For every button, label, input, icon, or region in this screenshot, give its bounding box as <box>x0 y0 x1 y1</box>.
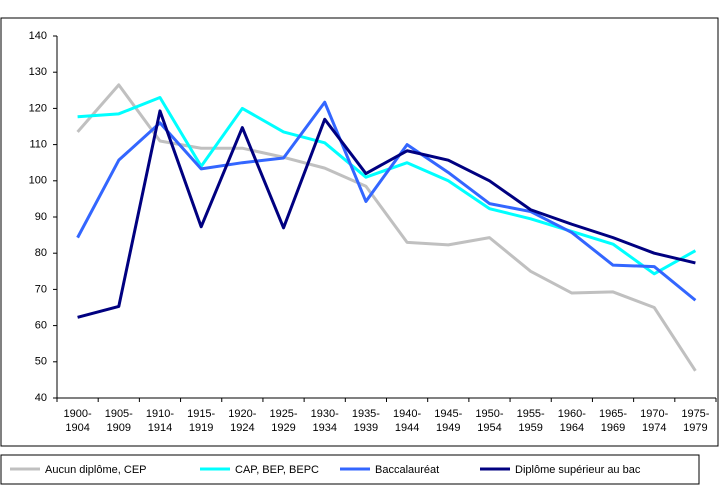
y-tick-label: 120 <box>29 102 47 114</box>
y-tick-label: 50 <box>35 356 47 368</box>
x-tick-label: 1905- <box>105 408 133 420</box>
x-tick-label: 1949 <box>436 422 460 434</box>
x-tick-label: 1909 <box>107 422 131 434</box>
x-tick-label: 1965- <box>599 408 627 420</box>
x-tick-label: 1934 <box>312 422 336 434</box>
x-tick-label: 1970- <box>640 408 668 420</box>
legend-label: Baccalauréat <box>375 464 439 476</box>
y-tick-label: 110 <box>29 139 47 151</box>
x-tick-label: 1919 <box>189 422 213 434</box>
x-tick-label: 1974 <box>642 422 666 434</box>
x-tick-label: 1930- <box>311 408 339 420</box>
series-line <box>77 109 696 319</box>
x-tick-label: 1939 <box>354 422 378 434</box>
x-tick-label: 1940- <box>393 408 421 420</box>
x-tick-label: 1920- <box>228 408 256 420</box>
series-line <box>76 100 697 302</box>
legend-label: Aucun diplôme, CEP <box>45 464 147 476</box>
x-tick-label: 1944 <box>395 422 419 434</box>
legend-label: Diplôme supérieur au bac <box>515 464 641 476</box>
y-tick-label: 130 <box>29 66 47 78</box>
y-tick-label: 100 <box>29 175 47 187</box>
x-tick-label: 1929 <box>271 422 295 434</box>
x-tick-label: 1950- <box>475 408 503 420</box>
x-tick-label: 1914 <box>148 422 172 434</box>
x-tick-label: 1960- <box>558 408 586 420</box>
series-line <box>77 96 697 276</box>
x-tick-label: 1925- <box>269 408 297 420</box>
x-tick-label: 1975- <box>681 408 709 420</box>
x-tick-label: 1935- <box>352 408 380 420</box>
x-tick-label: 1959 <box>518 422 542 434</box>
y-tick-label: 90 <box>35 211 47 223</box>
y-tick-label: 70 <box>35 283 47 295</box>
y-tick-label: 40 <box>35 392 47 404</box>
x-tick-label: 1955- <box>517 408 545 420</box>
x-tick-label: 1924 <box>230 422 254 434</box>
y-tick-label: 80 <box>35 247 47 259</box>
x-tick-label: 1910- <box>146 408 174 420</box>
x-tick-label: 1915- <box>187 408 215 420</box>
x-tick-label: 1964 <box>560 422 584 434</box>
x-tick-label: 1904 <box>65 422 89 434</box>
x-tick-label: 1979 <box>683 422 707 434</box>
x-tick-label: 1945- <box>434 408 462 420</box>
x-tick-label: 1954 <box>477 422 501 434</box>
legend-label: CAP, BEP, BEPC <box>235 464 319 476</box>
chart-border <box>0 17 719 447</box>
x-tick-label: 1900- <box>64 408 92 420</box>
series-line <box>76 83 697 372</box>
y-tick-label: 60 <box>35 320 47 332</box>
y-tick-label: 140 <box>29 30 47 42</box>
x-tick-label: 1969 <box>601 422 625 434</box>
